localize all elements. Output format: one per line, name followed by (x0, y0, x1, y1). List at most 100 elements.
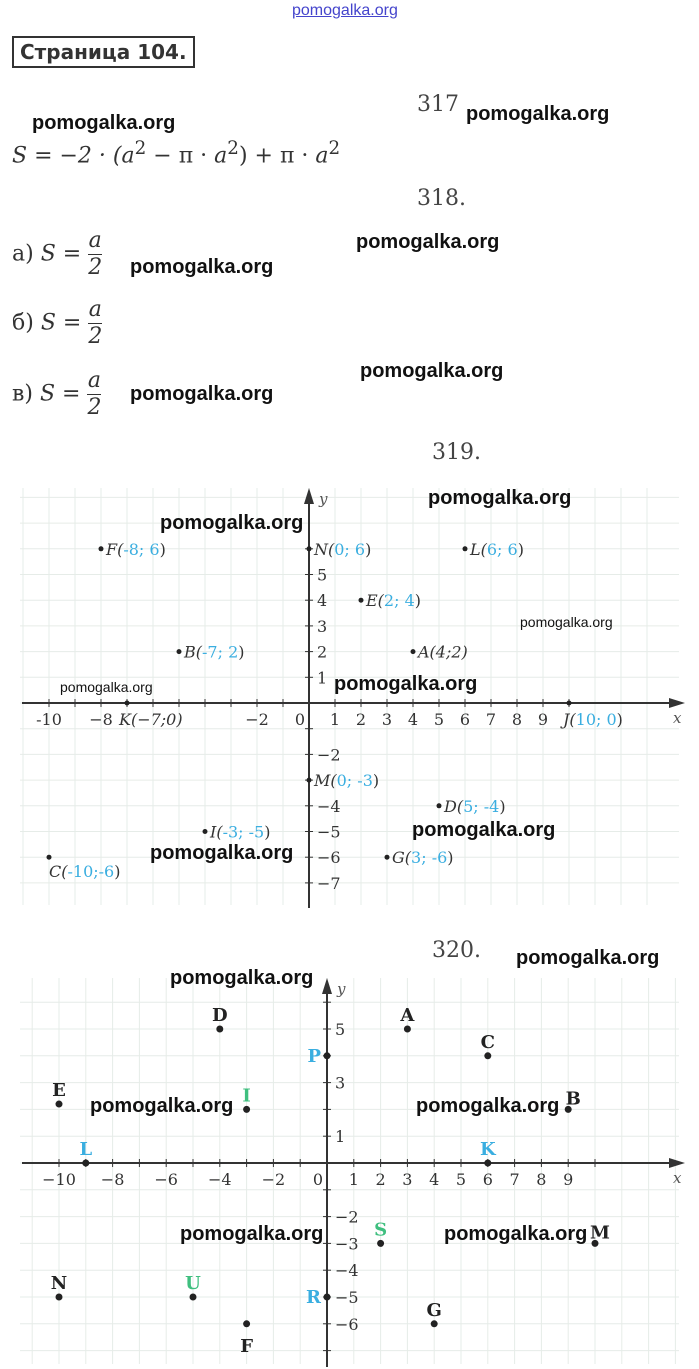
x-tick-label: 2 (376, 1170, 386, 1189)
y-tick-label: 2 (317, 643, 327, 662)
point-label-J: J(10; 0) (560, 710, 623, 729)
point-M (591, 1239, 599, 1247)
x-tick-label: 6 (460, 710, 470, 729)
watermark: pomogalka.org (130, 256, 274, 278)
formula-exp: 2 (134, 138, 147, 159)
point-label-K: K (480, 1139, 497, 1160)
problem-318-number: 318. (417, 186, 466, 211)
item-label: а) (12, 241, 34, 267)
point-label-D: D (212, 1005, 228, 1026)
label-text: N( (313, 540, 335, 559)
x-tick-label: 2 (356, 710, 366, 729)
y-axis-arrow (322, 978, 332, 994)
label-close: ) (447, 848, 453, 867)
point-C (46, 854, 52, 860)
answer-coordinates: -8; 6 (123, 540, 159, 559)
label-text: A(4;2) (416, 643, 468, 662)
y-tick-label: 3 (317, 617, 327, 636)
lhs: S = (40, 241, 82, 267)
point-label-N: N (51, 1273, 67, 1294)
answer-coordinates: 2; 4 (384, 591, 415, 610)
x-tick-label: 1 (349, 1170, 359, 1189)
x-axis-arrow (669, 698, 685, 708)
watermark: pomogalka.org (32, 112, 176, 134)
x-tick-label: 3 (402, 1170, 412, 1189)
point-N (55, 1293, 63, 1301)
watermark: pomogalka.org (150, 842, 294, 864)
y-tick-label: −6 (317, 848, 341, 867)
point-label-F: F(-8; 6) (105, 540, 166, 559)
watermark: pomogalka.org (334, 673, 478, 695)
point-L (462, 546, 468, 552)
label-close: ) (264, 823, 270, 842)
label-close: ) (415, 591, 421, 610)
point-label-G: G (427, 1300, 442, 1321)
label-text: B( (183, 643, 203, 662)
y-tick-label: 4 (317, 591, 327, 610)
point-D (216, 1025, 224, 1033)
point-J (566, 700, 572, 706)
answer-coordinates: 0; -3 (337, 771, 373, 790)
label-text: L( (469, 540, 488, 559)
point-F (98, 546, 104, 552)
point-label-I: I (242, 1085, 250, 1106)
answer-coordinates: -10;-6 (67, 862, 114, 881)
label-text: G( (392, 848, 412, 867)
point-label-B: B (566, 1088, 581, 1109)
y-tick-label: 5 (317, 566, 327, 585)
x-tick-label: 9 (563, 1170, 573, 1189)
watermark: pomogalka.org (160, 512, 304, 534)
x-tick-label: 7 (510, 1170, 520, 1189)
point-U (189, 1293, 197, 1301)
point-label-A: A(4;2) (416, 643, 468, 662)
numerator: a (88, 297, 103, 324)
lhs: S = (40, 310, 82, 336)
point-K (484, 1159, 492, 1167)
formula-part: ) + π · (238, 143, 316, 169)
point-label-E: E (52, 1080, 66, 1101)
point-label-L: L(6; 6) (469, 540, 524, 559)
x-axis-label: x (673, 1169, 682, 1187)
x-tick-label: 4 (429, 1170, 439, 1189)
x-tick-label: −10 (42, 1170, 76, 1189)
y-tick-label: 1 (335, 1127, 345, 1146)
y-axis-arrow (304, 488, 314, 504)
formula-var: a (121, 143, 135, 169)
point-label-E: E(2; 4) (365, 591, 421, 610)
point-K (124, 700, 130, 706)
point-C (484, 1052, 492, 1060)
formula-exp: 2 (227, 138, 239, 159)
y-tick-label: −2 (335, 1208, 359, 1227)
denominator: 2 (88, 324, 103, 349)
watermark: pomogalka.org (130, 383, 274, 405)
point-N (306, 546, 312, 552)
y-tick-label: −5 (317, 823, 341, 842)
label-close: ) (365, 540, 371, 559)
point-label-C: C (481, 1032, 495, 1053)
point-label-D: D(5; -4) (443, 797, 506, 816)
site-link[interactable]: pomogalka.org (292, 2, 398, 19)
point-B (564, 1105, 572, 1113)
y-tick-label: 5 (335, 1020, 345, 1039)
point-label-F: F (240, 1336, 253, 1357)
point-label-P: P (307, 1046, 321, 1067)
point-M (306, 777, 312, 783)
watermark: pomogalka.org (444, 1223, 588, 1245)
point-B (176, 649, 182, 655)
answer-coordinates: 6; 6 (487, 540, 518, 559)
label-close: ) (518, 540, 524, 559)
numerator: a (88, 228, 103, 255)
point-label-R: R (306, 1287, 322, 1308)
x-tick-label: 3 (382, 710, 392, 729)
answer-coordinates: -7; 2 (202, 643, 238, 662)
label-text: I( (209, 823, 223, 842)
x-tick-label: −8 (101, 1170, 125, 1189)
watermark: pomogalka.org (416, 1095, 560, 1117)
x-tick-label: −2 (245, 710, 269, 729)
label-close: ) (617, 710, 623, 729)
formula-var: a (315, 143, 329, 169)
